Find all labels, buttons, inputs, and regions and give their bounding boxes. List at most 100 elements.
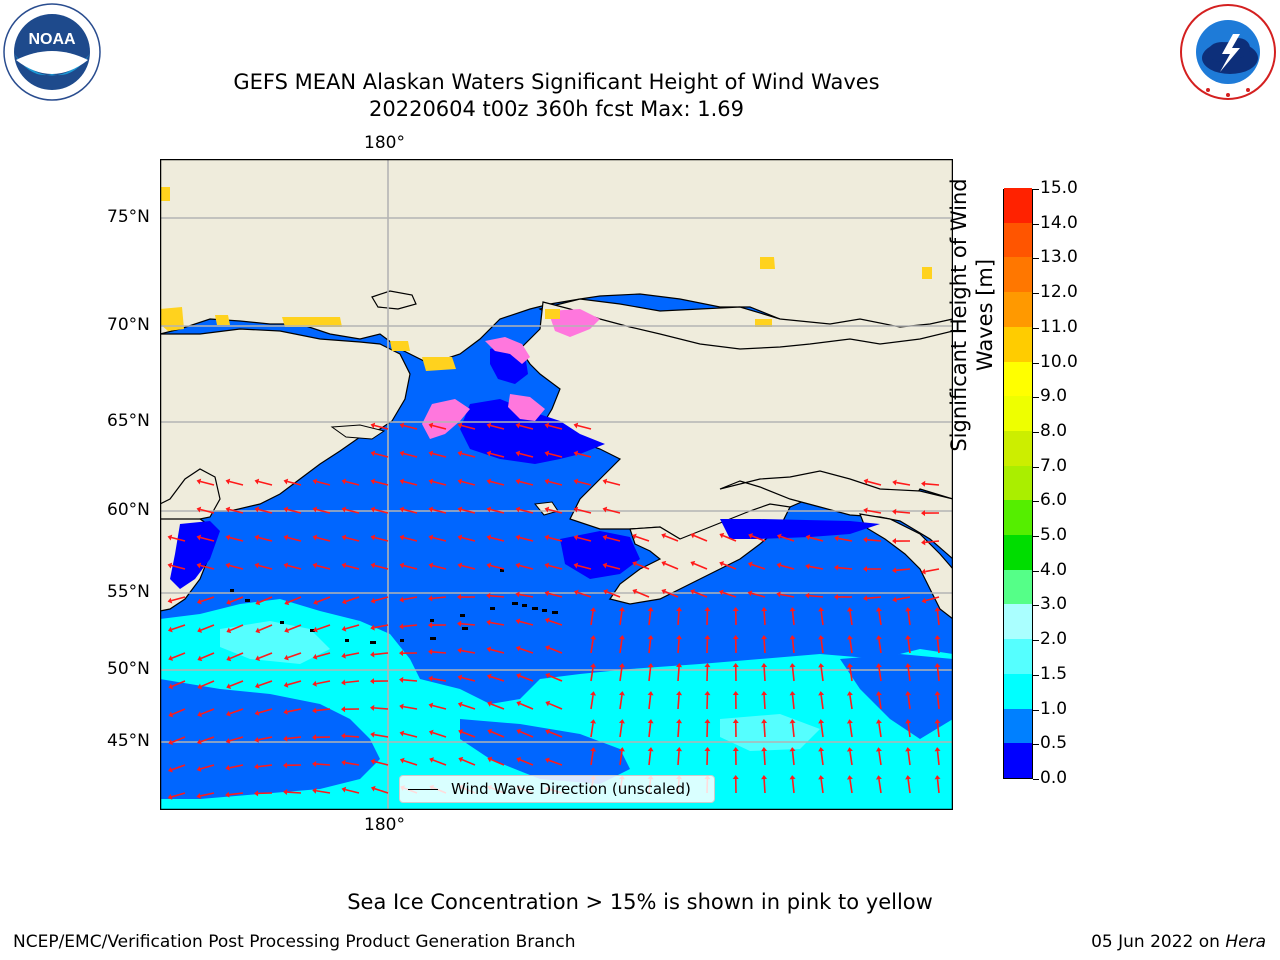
wind-wave-arrowhead [284,627,290,633]
wind-wave-arrow [925,568,940,573]
wind-wave-arrowhead [399,623,404,630]
wind-wave-arrow [432,704,447,710]
wind-wave-arrow [577,424,592,430]
wind-wave-arrow [635,535,650,542]
wind-wave-arrowhead [515,562,521,569]
wind-wave-arrowhead [789,691,796,696]
wind-wave-arrowhead [632,588,638,595]
wind-wave-arrow [763,638,766,654]
wind-wave-arrowhead [732,747,739,752]
wind-wave-arrow [548,508,563,514]
wind-wave-arrowhead [934,775,941,780]
wind-wave-arrowhead [428,478,434,485]
wind-wave-arrow [577,480,592,486]
wind-wave-arrowhead [457,674,463,681]
wind-wave-arrowhead [225,791,230,798]
wind-wave-arrow [461,649,476,654]
wind-wave-arrow [619,751,623,766]
wind-wave-arrowhead [458,729,464,735]
colorbar-tick-label: 9.0 [1040,386,1068,407]
wind-wave-arrowhead [761,607,768,612]
wind-wave-arrowhead [168,655,174,661]
wind-wave-arrowhead [573,506,579,513]
wind-wave-arrow [577,564,592,570]
wind-wave-arrow [461,676,476,682]
wind-wave-arrowhead [892,538,897,545]
wind-wave-arrowhead [892,479,897,486]
wind-wave-arrow [374,452,389,458]
wind-wave-arrow [229,708,244,715]
wind-wave-arrow [315,763,331,766]
wind-wave-arrowhead [283,654,289,661]
wind-wave-arrow [403,564,418,570]
wind-wave-arrow [849,695,853,710]
colorbar-tick-label: 12.0 [1040,282,1078,303]
wind-wave-arrow [258,624,273,632]
lat-label-55: 55°N [107,582,150,602]
wind-wave-arrow [287,508,302,514]
wind-wave-arrow [403,480,418,486]
wind-wave-arrow [461,564,476,570]
noaa-logo: NOAA [2,2,102,102]
wind-wave-arrow [751,563,766,570]
wind-wave-arrowhead [284,599,290,606]
colorbar-tick-mark [1033,674,1039,676]
colorbar-tick-mark [1033,327,1039,329]
wind-wave-arrowhead [370,422,376,429]
wind-wave-arrow [345,508,360,514]
wind-wave-arrowhead [255,655,261,661]
wind-wave-arrow [548,731,563,738]
wind-wave-arrow [258,736,273,741]
wind-wave-arrow [229,480,244,486]
wind-wave-arrowhead [341,562,347,569]
wind-wave-arrow [677,750,680,766]
wind-wave-arrowhead [341,759,346,766]
wind-wave-arrow [763,610,766,626]
wind-wave-arrowhead [487,701,493,707]
colorbar-tick-label: 1.5 [1040,663,1068,684]
wind-wave-arrowhead [573,478,579,485]
wind-wave-arrowhead [573,589,579,596]
wind-wave-arrowhead [704,719,711,724]
wind-wave-arrow [820,779,824,794]
wind-wave-arrowhead [863,478,869,485]
wind-wave-arrow [200,596,215,603]
wind-wave-arrowhead [789,719,796,724]
wind-wave-arrow [490,564,505,570]
wind-wave-arrow [229,792,244,796]
wind-wave-arrowhead [545,672,551,679]
wind-wave-arrow [693,591,708,598]
footer-date: 05 Jun 2022 on Hera [1091,932,1266,952]
wind-wave-arrow [258,680,273,687]
wind-wave-arrowhead [748,533,754,539]
wind-wave-arrow [374,733,389,738]
colorbar-tick-label: 15.0 [1040,178,1078,198]
wind-wave-arrowhead [661,588,667,595]
wind-wave-arrowhead [515,506,521,513]
wind-wave-arrowhead [399,506,405,513]
wind-wave-arrowhead [846,607,853,612]
colorbar-tick-mark [1033,779,1039,780]
wind-wave-arrowhead [863,566,868,573]
wind-wave-arrowhead [428,506,434,513]
wind-wave-arrow [838,537,853,542]
wind-wave-arrow [548,674,563,682]
wind-wave-arrow [490,703,505,710]
wind-wave-arrow [432,508,447,514]
wind-wave-arrowhead [732,691,739,696]
wind-wave-arrow [548,647,563,654]
wind-wave-arrow [461,480,476,486]
wind-wave-arrow [936,666,940,682]
wind-wave-arrow [751,592,766,598]
wind-wave-arrow [519,759,534,766]
colorbar-tick-label: 7.0 [1040,455,1068,476]
wind-wave-arrow [548,592,563,598]
wind-wave-arrowhead [196,766,202,772]
wind-wave-arrowhead [486,450,492,457]
wind-wave-arrow [606,508,621,514]
map-title: GEFS MEAN Alaskan Waters Significant Hei… [233,70,880,94]
wind-wave-arrowhead [905,663,912,668]
wind-wave-arrowhead [719,532,725,539]
wind-wave-arrow [403,596,418,601]
wind-wave-arrow [820,611,824,626]
